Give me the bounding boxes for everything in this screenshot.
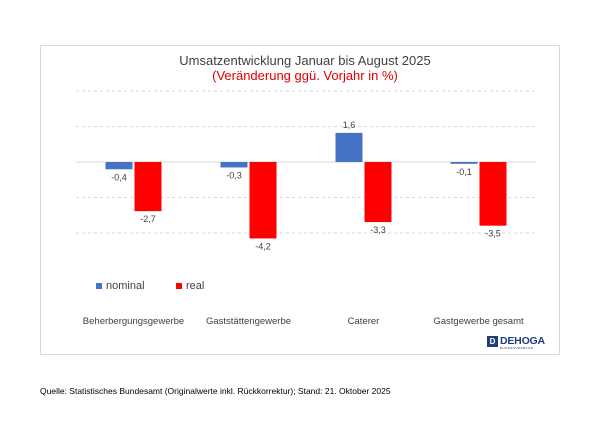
category-label: Gaststättengewerbe <box>206 316 291 327</box>
logo-subtitle: BUNDESVERBAND <box>500 346 534 350</box>
category-label: Caterer <box>348 316 380 327</box>
bar-nominal <box>450 162 478 164</box>
data-label: -0,4 <box>111 172 127 182</box>
chart-subtitle: (Veränderung ggü. Vorjahr in %) <box>212 68 398 83</box>
bar-real <box>134 162 162 212</box>
data-label: -4,2 <box>255 241 271 251</box>
bar-nominal <box>105 162 133 170</box>
data-label: -3,3 <box>370 225 386 235</box>
legend-label-real: real <box>186 280 204 292</box>
source-note: Quelle: Statistisches Bundesamt (Origina… <box>40 386 391 396</box>
dehoga-logo: D DEHOGA BUNDESVERBAND <box>487 335 545 350</box>
bar-nominal <box>220 162 248 168</box>
legend-swatch-real <box>176 283 182 289</box>
dehoga-logo-icon: D <box>487 335 498 347</box>
data-label: -3,5 <box>485 229 501 239</box>
bar-real <box>364 162 392 223</box>
bar-real <box>479 162 507 226</box>
data-label: -2,7 <box>140 214 156 224</box>
bar-nominal <box>335 132 363 162</box>
category-label: Beherbergungsgewerbe <box>83 316 184 327</box>
chart-frame <box>40 45 560 355</box>
bar-real <box>249 162 277 239</box>
chart-title: Umsatzentwicklung Januar bis August 2025 <box>179 53 431 68</box>
data-label: -0,3 <box>226 170 242 180</box>
data-label: -0,1 <box>456 167 472 177</box>
data-label: 1,6 <box>343 120 356 130</box>
logo-name: DEHOGA <box>500 335 545 347</box>
legend-swatch-nominal <box>96 283 102 289</box>
category-label: Gastgewerbe gesamt <box>433 316 524 327</box>
legend-label-nominal: nominal <box>106 280 145 292</box>
